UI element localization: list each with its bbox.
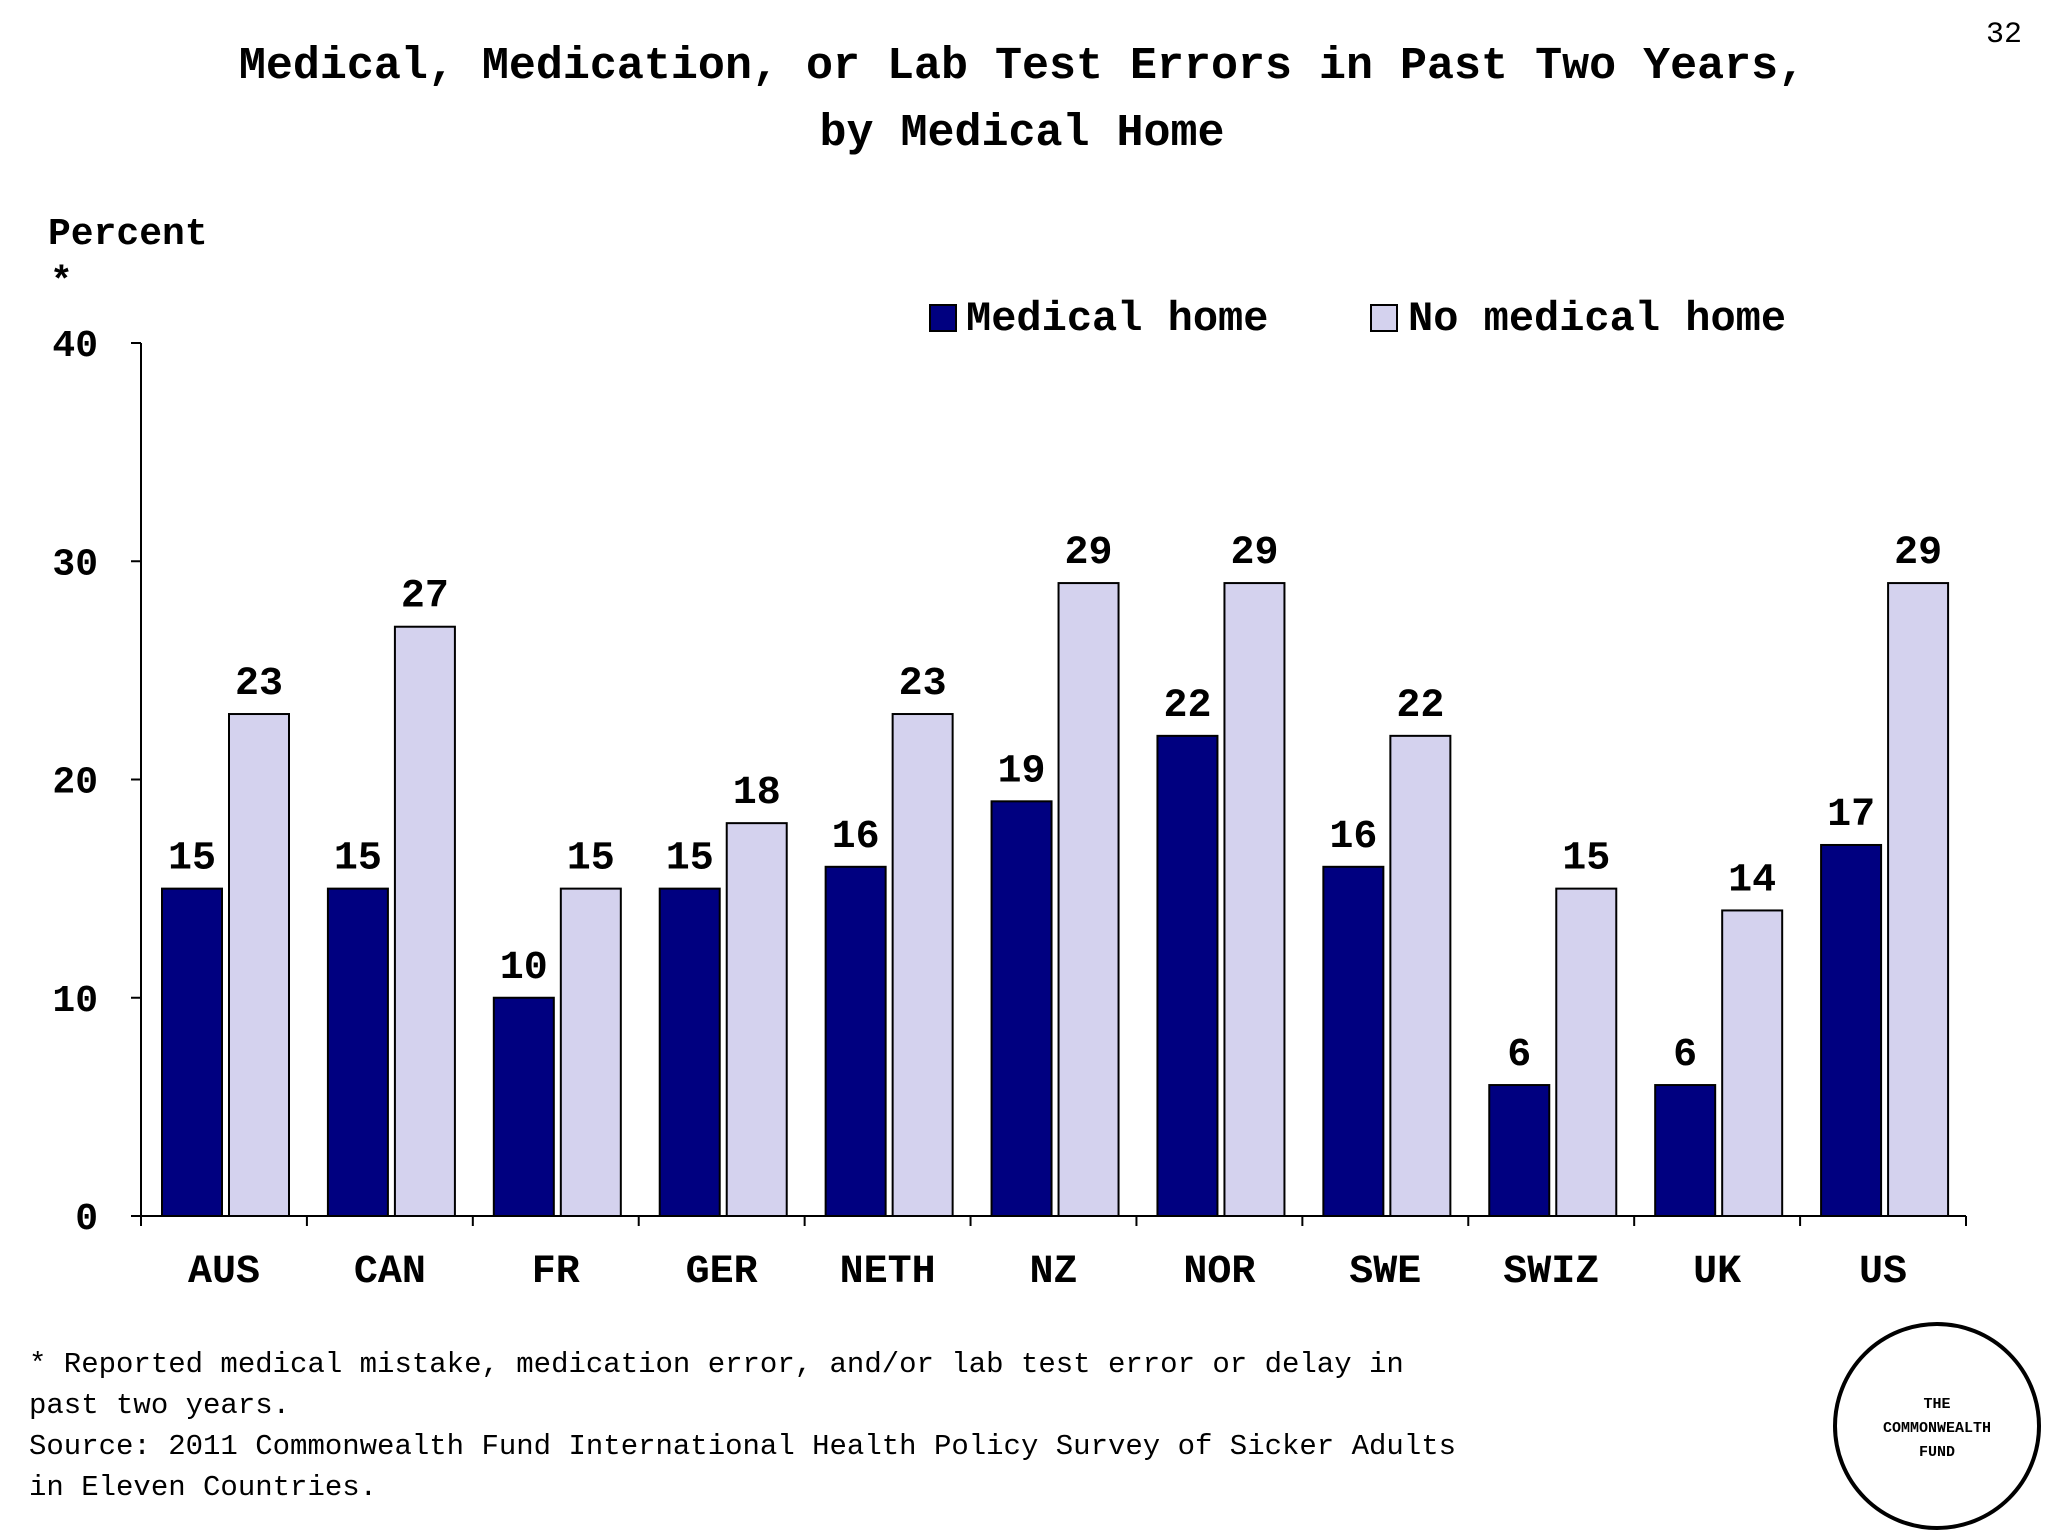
x-tick-label: NETH (840, 1250, 936, 1295)
y-tick-label: 10 (52, 980, 98, 1023)
data-label: 19 (998, 749, 1046, 794)
data-label: 16 (832, 815, 880, 860)
axes: 0 10 20 30 40 AUS CAN FR GER NETH NZ NOR SWE SWIZ UK US (52, 325, 1967, 1295)
bar-can-no-medical-home (393, 625, 456, 1217)
bar-neth-medical-home (824, 865, 887, 1217)
x-tick-label: NOR (1183, 1250, 1255, 1295)
bar-ger-medical-home (658, 887, 721, 1217)
data-label: 29 (1065, 531, 1113, 576)
data-label: 27 (401, 575, 449, 620)
commonwealth-fund-logo: THE COMMONWEALTH FUND (1833, 1322, 2041, 1530)
data-label: 14 (1728, 858, 1776, 903)
y-tick-label: 0 (75, 1198, 98, 1241)
data-label: 29 (1230, 531, 1278, 576)
data-label: 22 (1396, 684, 1444, 729)
bar-us-no-medical-home (1887, 582, 1950, 1217)
bar-ger-no-medical-home (725, 822, 788, 1218)
footnote-line-1: * Reported medical mistake, medication e… (29, 1348, 1404, 1381)
x-tick-label: NZ (1029, 1250, 1077, 1295)
bars: 15 23 15 27 10 15 15 18 16 23 19 29 22 29 16 22 6 15 6 14 17… (161, 531, 1950, 1218)
data-label: 15 (567, 837, 615, 882)
legend-swatch-medical-home (929, 304, 957, 332)
bar-nz-no-medical-home (1057, 582, 1120, 1217)
y-tick-label: 40 (52, 325, 98, 368)
bar-swiz-no-medical-home (1555, 887, 1618, 1217)
footnote: * Reported medical mistake, medication e… (29, 1348, 1456, 1504)
footnote-line-3: Source: 2011 Commonwealth Fund Internati… (29, 1430, 1456, 1463)
bar-uk-no-medical-home (1721, 909, 1784, 1217)
x-tick-label: FR (532, 1250, 580, 1295)
bar-nz-medical-home (990, 800, 1053, 1217)
x-tick-label: US (1859, 1250, 1907, 1295)
data-label: 17 (1827, 793, 1875, 838)
x-tick-label: CAN (354, 1250, 426, 1295)
data-label: 10 (500, 946, 548, 991)
logo-text-3: FUND (1919, 1444, 1955, 1461)
y-axis-label: Percent (48, 213, 208, 256)
data-label: 6 (1507, 1033, 1531, 1078)
y-tick-label: 30 (52, 543, 98, 586)
bar-us-medical-home (1820, 843, 1883, 1217)
bar-swe-medical-home (1322, 865, 1385, 1217)
data-label: 29 (1894, 531, 1942, 576)
bar-swiz-medical-home (1488, 1084, 1551, 1218)
chart-title-line-2: by Medical Home (819, 108, 1224, 159)
footnote-line-4: in Eleven Countries. (29, 1471, 377, 1504)
data-label: 15 (334, 837, 382, 882)
data-label: 15 (1562, 837, 1610, 882)
bar-aus-no-medical-home (228, 713, 290, 1218)
bar-fr-medical-home (492, 996, 555, 1217)
data-label: 18 (733, 771, 781, 816)
logo-text-2: COMMONWEALTH (1883, 1420, 1991, 1437)
x-tick-label: SWE (1349, 1250, 1421, 1295)
bar-aus-medical-home (161, 887, 223, 1217)
x-tick-label: UK (1693, 1250, 1741, 1295)
data-label: 15 (666, 837, 714, 882)
legend-label-no-medical-home: No medical home (1408, 295, 1786, 343)
bar-can-medical-home (326, 887, 389, 1217)
x-tick-label: GER (686, 1250, 758, 1295)
bar-nor-medical-home (1156, 734, 1219, 1217)
data-label: 23 (899, 662, 947, 707)
logo-text-1: THE (1923, 1396, 1950, 1413)
legend-swatch-no-medical-home (1370, 304, 1398, 332)
bar-nor-no-medical-home (1223, 582, 1286, 1217)
y-axis-label-note: * (50, 261, 73, 304)
bar-swe-no-medical-home (1389, 734, 1452, 1217)
data-label: 23 (235, 662, 283, 707)
legend: Medical home No medical home (929, 295, 1786, 343)
data-label: 15 (168, 837, 216, 882)
legend-label-medical-home: Medical home (966, 295, 1268, 343)
x-tick-label: SWIZ (1503, 1250, 1599, 1295)
bar-uk-medical-home (1654, 1084, 1717, 1218)
chart-title-line-1: Medical, Medication, or Lab Test Errors … (239, 41, 1805, 92)
bar-fr-no-medical-home (559, 887, 622, 1217)
x-tick-label: AUS (188, 1250, 260, 1295)
data-label: 22 (1163, 684, 1211, 729)
page-number: 32 (1986, 18, 2022, 52)
bar-neth-no-medical-home (891, 713, 954, 1218)
data-label: 16 (1329, 815, 1377, 860)
footnote-line-2: past two years. (29, 1389, 290, 1422)
y-tick-label: 20 (52, 762, 98, 805)
data-label: 6 (1673, 1033, 1697, 1078)
